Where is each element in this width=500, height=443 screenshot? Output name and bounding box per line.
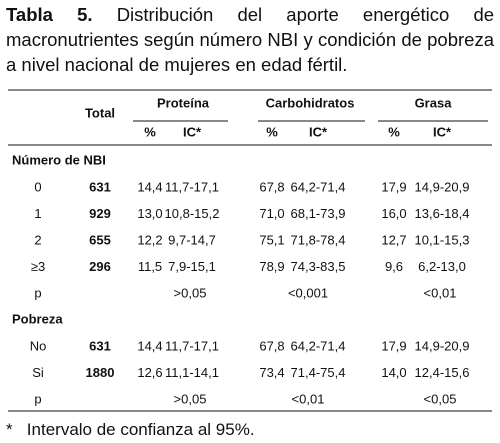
row-label: 2 <box>34 232 41 247</box>
cell: 631 <box>89 179 111 194</box>
cell: 17,9 <box>381 338 406 353</box>
cell: 929 <box>89 206 111 221</box>
cell: 14,9-20,9 <box>415 179 470 194</box>
cell: 11,5 <box>138 259 162 274</box>
header-group: Proteína <box>157 95 210 110</box>
cell: 9,6 <box>385 259 403 274</box>
row-label: 0 <box>34 179 41 194</box>
header-sub: IC* <box>309 124 328 139</box>
cell: 11,7-17,1 <box>165 338 219 353</box>
cell: 71,4-75,4 <box>291 365 346 380</box>
header-total: Total <box>85 105 115 120</box>
cell: 67,8 <box>259 179 284 194</box>
cell: 64,2-71,4 <box>291 179 346 194</box>
cell: 1880 <box>86 365 115 380</box>
cell: 12,7 <box>381 232 406 247</box>
p-value: >0,05 <box>174 391 207 406</box>
cell: 71,0 <box>259 206 284 221</box>
caption-label: Tabla 5. <box>6 4 93 25</box>
row-label: p <box>34 285 41 300</box>
p-value: <0,01 <box>424 285 457 300</box>
cell: 10,1-15,3 <box>415 232 470 247</box>
cell: 14,0 <box>381 365 406 380</box>
p-value: <0,01 <box>292 391 325 406</box>
cell: 11,7-17,1 <box>165 179 219 194</box>
header-group: Grasa <box>415 95 453 110</box>
cell: 73,4 <box>259 365 284 380</box>
cell: 631 <box>89 338 111 353</box>
p-value: >0,05 <box>174 285 207 300</box>
header-sub: % <box>144 124 156 139</box>
row-label: No <box>30 338 47 353</box>
header-group: Carbohidratos <box>266 95 355 110</box>
section-title: Número de NBI <box>12 152 106 167</box>
cell: 12,6 <box>137 365 162 380</box>
row-label: 1 <box>34 206 41 221</box>
cell: 296 <box>89 259 111 274</box>
caption-text: Distribución del aporte energético de ma… <box>6 4 495 75</box>
cell: 17,9 <box>381 179 406 194</box>
cell: 14,4 <box>137 338 162 353</box>
row-label: p <box>34 391 41 406</box>
cell: 64,2-71,4 <box>291 338 346 353</box>
cell: 13,0 <box>137 206 162 221</box>
cell: 67,8 <box>259 338 284 353</box>
cell: 74,3-83,5 <box>291 259 346 274</box>
footnote-text: Intervalo de confianza al 95%. <box>26 420 255 439</box>
cell: 655 <box>89 232 111 247</box>
cell: 12,2 <box>137 232 162 247</box>
cell: 14,9-20,9 <box>415 338 470 353</box>
p-value: <0,05 <box>424 391 457 406</box>
cell: 11,1-14,1 <box>165 365 219 380</box>
header-sub: % <box>266 124 278 139</box>
section-title: Pobreza <box>12 311 63 326</box>
caption: Tabla 5. Distribución del aporte energét… <box>6 2 494 77</box>
footnote: * Intervalo de confianza al 95%. <box>6 420 255 440</box>
cell: 68,1-73,9 <box>291 206 346 221</box>
cell: 9,7-14,7 <box>168 232 216 247</box>
cell: 14,4 <box>137 179 162 194</box>
cell: 7,9-15,1 <box>168 259 216 274</box>
p-value: <0,001 <box>288 285 328 300</box>
header-sub: % <box>388 124 400 139</box>
footnote-marker: * <box>6 420 13 439</box>
cell: 12,4-15,6 <box>415 365 470 380</box>
cell: 75,1 <box>259 232 284 247</box>
header-sub: IC* <box>183 124 202 139</box>
cell: 16,0 <box>381 206 406 221</box>
cell: 10,8-15,2 <box>165 206 220 221</box>
row-label: ≥3 <box>31 259 45 274</box>
cell: 71,8-78,4 <box>291 232 346 247</box>
cell: 6,2-13,0 <box>418 259 466 274</box>
cell: 78,9 <box>259 259 284 274</box>
row-label: Si <box>32 365 44 380</box>
header-sub: IC* <box>433 124 452 139</box>
cell: 13,6-18,4 <box>415 206 470 221</box>
